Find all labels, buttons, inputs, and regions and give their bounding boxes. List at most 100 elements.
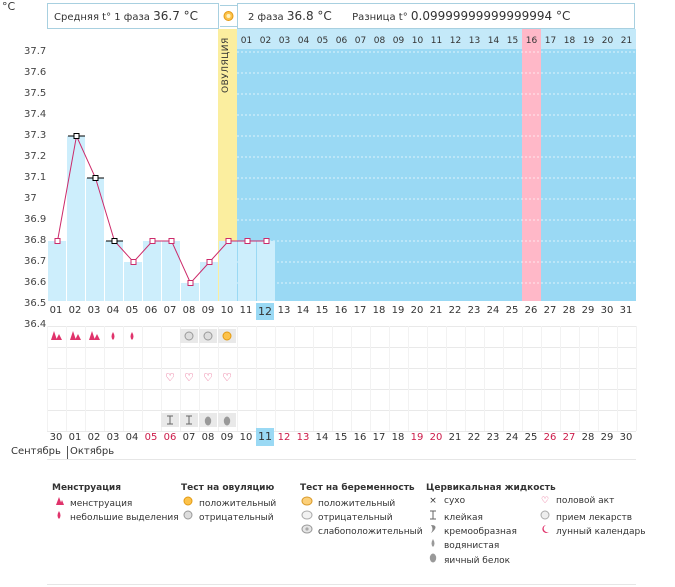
symbol-grid-col — [199, 326, 200, 431]
phase1-label: Средняя t° 1 фаза — [54, 12, 150, 23]
top-day-label: 21 — [621, 36, 632, 46]
sticky-icon — [161, 413, 179, 427]
calendar-date[interactable]: 13 — [296, 432, 310, 443]
calendar-date[interactable]: 15 — [334, 432, 348, 443]
day-number: 24 — [486, 305, 500, 316]
calendar-date[interactable]: 23 — [486, 432, 500, 443]
egg-icon — [426, 552, 440, 566]
day-number: 21 — [429, 305, 443, 316]
temperature-chart: 01 02 03 04 05 06 07 08 09 10 11 12 13 14 15 16 17 18 19 20… — [47, 29, 636, 301]
calendar-date[interactable]: 21 — [448, 432, 462, 443]
calendar-date[interactable]: 06 — [163, 432, 177, 443]
symbol-grid-col — [636, 326, 637, 431]
symbol-grid-col — [275, 326, 276, 431]
y-tick-label: 36.7 — [24, 256, 47, 267]
top-day-label: 12 — [450, 36, 461, 46]
top-day-label: 16 — [526, 36, 538, 46]
calendar-date[interactable]: 02 — [87, 432, 101, 443]
calendar-date[interactable]: 09 — [220, 432, 234, 443]
calendar-date[interactable]: 05 — [144, 432, 158, 443]
y-tick-label: 37.7 — [24, 46, 47, 57]
day-number: 23 — [467, 305, 481, 316]
temperature-point — [244, 238, 251, 244]
drop-heavy-icon — [52, 496, 66, 509]
day-number: 04 — [106, 305, 120, 316]
diff-value: 0.09999999999999994 °C — [410, 9, 571, 23]
calendar-date[interactable]: 18 — [391, 432, 405, 443]
heart-icon: ♡ — [222, 371, 232, 384]
sun-positive-icon — [218, 329, 236, 343]
phase2-value: 36.8 °C — [286, 9, 332, 23]
drop-heavy-icon — [66, 329, 84, 346]
phase2-summary: 2 фаза 36.8 °C Разница t° 0.099999999999… — [237, 3, 635, 29]
calendar-date[interactable]: 14 — [315, 432, 329, 443]
month-divider — [67, 446, 68, 460]
y-tick-label: 37 — [24, 193, 37, 204]
calendar-date[interactable]: 11 — [256, 428, 274, 446]
calendar-date[interactable]: 03 — [106, 432, 120, 443]
temperature-point — [54, 238, 61, 244]
y-tick-label: 36.8 — [24, 235, 47, 246]
drop-heavy-icon — [47, 329, 65, 346]
legend-fluid-title: Цервикальная жидкость — [426, 483, 556, 493]
temperature-point — [225, 238, 232, 244]
symbol-grid-col — [294, 326, 295, 431]
day-number: 16 — [334, 305, 348, 316]
egg-icon — [218, 413, 236, 427]
legend-pregnancy-title: Тест на беременность — [300, 483, 415, 493]
calendar-date[interactable]: 27 — [562, 432, 576, 443]
pregnancy-weak-icon — [300, 524, 314, 537]
calendar-date[interactable]: 01 — [68, 432, 82, 443]
calendar-date[interactable]: 24 — [505, 432, 519, 443]
symbol-grid-line — [47, 326, 636, 327]
sun-negative-icon — [180, 329, 198, 343]
egg-icon — [199, 413, 217, 427]
calendar-date[interactable]: 12 — [277, 432, 291, 443]
sticky-icon — [426, 510, 440, 523]
heart-icon: ♡ — [203, 371, 213, 384]
calendar-date[interactable]: 30 — [619, 432, 633, 443]
legend-menstruation-title: Менструация — [52, 483, 121, 493]
legend-preg-negative: отрицательный — [300, 510, 393, 523]
day-number: 27 — [543, 305, 557, 316]
symbol-grid-col — [503, 326, 504, 431]
heart-icon: ♡ — [165, 371, 175, 384]
calendar-date[interactable]: 10 — [239, 432, 253, 443]
y-tick-label: 37.5 — [24, 88, 47, 99]
calendar-date[interactable]: 04 — [125, 432, 139, 443]
symbol-grid-col — [218, 326, 219, 431]
y-tick-label: 36.6 — [24, 277, 47, 288]
month-current: Октябрь — [70, 446, 115, 457]
calendar-date[interactable]: 17 — [372, 432, 386, 443]
legend-fluid-sticky: клейкая — [426, 510, 483, 523]
calendar-date[interactable]: 28 — [581, 432, 595, 443]
symbol-grid-line — [47, 389, 636, 390]
top-day-label: 15 — [507, 36, 518, 46]
day-number: 14 — [296, 305, 310, 316]
y-tick-label: 37.4 — [24, 109, 47, 120]
calendar-date[interactable]: 20 — [429, 432, 443, 443]
calendar-date[interactable]: 07 — [182, 432, 196, 443]
symbol-grid-col — [237, 326, 238, 431]
calendar-date[interactable]: 22 — [467, 432, 481, 443]
temperature-bar — [105, 241, 123, 301]
calendar-date[interactable]: 29 — [600, 432, 614, 443]
temperature-bar — [143, 241, 161, 301]
symbol-grid-col — [522, 326, 523, 431]
day-number: 02 — [68, 305, 82, 316]
calendar-date[interactable]: 08 — [201, 432, 215, 443]
sun-negative-icon — [181, 510, 195, 523]
calendar-date[interactable]: 25 — [524, 432, 538, 443]
day-number: 20 — [410, 305, 424, 316]
day-number: 28 — [562, 305, 576, 316]
calendar-date[interactable]: 19 — [410, 432, 424, 443]
y-tick-label: 36.9 — [24, 214, 47, 225]
temperature-bar — [238, 241, 256, 301]
calendar-date[interactable]: 30 — [49, 432, 63, 443]
top-day-label: 20 — [602, 36, 614, 46]
calendar-date[interactable]: 26 — [543, 432, 557, 443]
y-tick-label: 37.6 — [24, 67, 47, 78]
legend-preg-positive: положительный — [300, 496, 395, 509]
calendar-date[interactable]: 16 — [353, 432, 367, 443]
temperature-bar — [86, 178, 104, 301]
